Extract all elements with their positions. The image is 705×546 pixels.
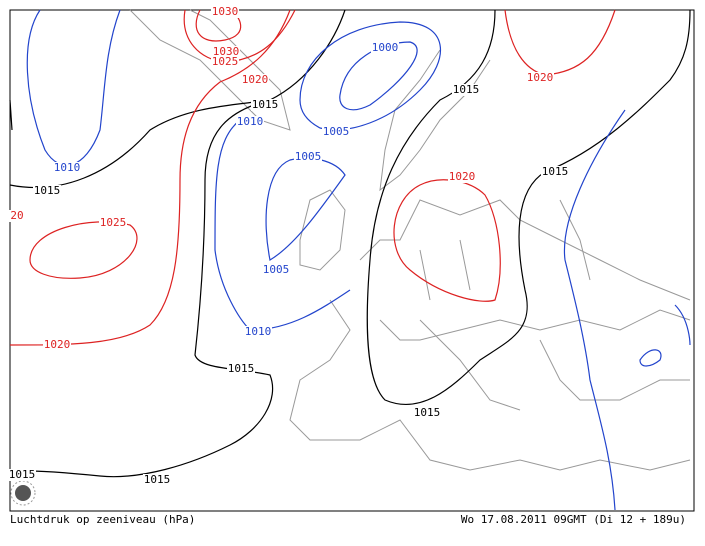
label-bg [448, 171, 476, 183]
isobar-label: 1005 [295, 150, 322, 163]
label-bg [371, 42, 399, 54]
isobar-label: 1025 [212, 55, 239, 68]
isobar-label: 20 [10, 209, 23, 222]
label-bg [211, 6, 239, 18]
footer-right: Wo 17.08.2011 09GMT (Di 12 + 189u) [461, 513, 686, 526]
label-bg [413, 407, 441, 419]
label-bg [211, 56, 239, 68]
isobar-label: 1020 [527, 71, 554, 84]
isobar-label: 1005 [323, 125, 350, 138]
label-bg [262, 264, 290, 276]
label-bg [526, 72, 554, 84]
isobar-label: 1005 [263, 263, 290, 276]
footer-left: Luchtdruk op zeeniveau (hPa) [10, 513, 195, 526]
label-bg [322, 126, 350, 138]
isobar-label: 1020 [44, 338, 71, 351]
label-bg [3, 210, 31, 222]
label-bg [143, 474, 171, 486]
label-bg [241, 74, 269, 86]
label-bg [244, 326, 272, 338]
isobar-label: 1030 [213, 45, 240, 58]
isobar-label: 1015 [542, 165, 569, 178]
isobar-label: 1015 [34, 184, 61, 197]
isobar-label: 1015 [414, 406, 441, 419]
label-bg [212, 46, 240, 58]
isobar-label: 1020 [449, 170, 476, 183]
label-bg [251, 99, 279, 111]
label-bg [43, 339, 71, 351]
isobar-label: 1020 [242, 73, 269, 86]
isobar-label: 1010 [54, 161, 81, 174]
label-bg [8, 469, 36, 481]
label-bg [236, 116, 264, 128]
isobar-label: 1015 [453, 83, 480, 96]
isobar-label: 1015 [9, 468, 36, 481]
isobars [9, 9, 691, 511]
isobar-label: 1000 [372, 41, 399, 54]
label-bg [294, 151, 322, 163]
label-bg [227, 363, 255, 375]
label-bg [452, 84, 480, 96]
isobar-label: 1030 [212, 5, 239, 18]
map-frame [9, 9, 695, 512]
label-bg [53, 162, 81, 174]
isobar-label: 1015 [228, 362, 255, 375]
isobar-label: 1025 [100, 216, 127, 229]
label-bg [541, 166, 569, 178]
coastlines [129, 9, 691, 471]
isobar-label: 1015 [144, 473, 171, 486]
label-bg [99, 217, 127, 229]
isobar-label: 1010 [237, 115, 264, 128]
label-bg [33, 185, 61, 197]
isobar-label: 1015 [252, 98, 279, 111]
isobar-label: 1010 [245, 325, 272, 338]
